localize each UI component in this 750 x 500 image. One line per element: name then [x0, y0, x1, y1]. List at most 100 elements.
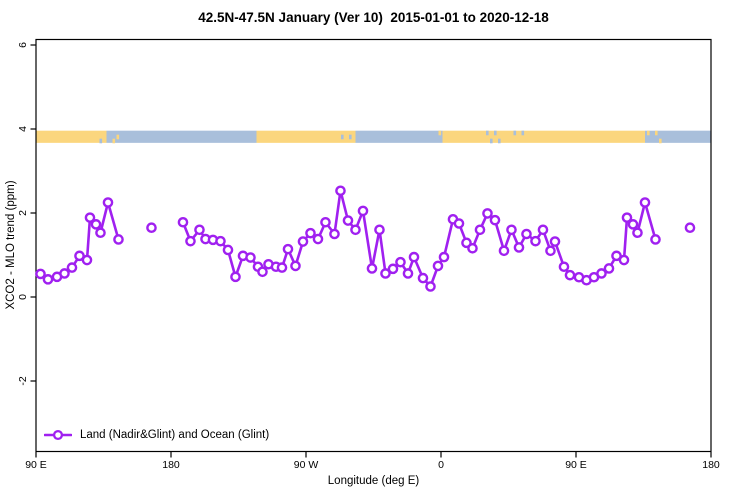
- data-point: [438, 251, 450, 263]
- data-point: [530, 235, 541, 247]
- data-point: [59, 268, 70, 279]
- surface-band-speckle: [521, 130, 525, 136]
- y-tick-label: 2: [17, 210, 29, 216]
- surface-band-speckle: [99, 138, 103, 144]
- data-point: [564, 269, 576, 281]
- surface-band-speckle: [341, 134, 344, 140]
- surface-band-speckle: [659, 138, 662, 144]
- data-point: [282, 243, 294, 255]
- data-line: [181, 189, 657, 288]
- data-point: [95, 227, 106, 239]
- data-point: [603, 263, 615, 274]
- surface-band-speckle: [486, 130, 489, 136]
- x-tick-label: 180: [702, 459, 720, 471]
- data-point: [35, 268, 46, 280]
- surface-band-ocean: [355, 130, 437, 143]
- surface-band-ocean: [127, 130, 257, 143]
- x-tick-label: 90 E: [25, 459, 47, 471]
- data-point: [177, 216, 189, 228]
- surface-band-ocean_speckled: [436, 130, 443, 143]
- data-point: [215, 235, 226, 247]
- data-point: [90, 219, 102, 230]
- data-point: [506, 224, 517, 236]
- data-point: [474, 224, 486, 236]
- data-line: [39, 201, 120, 281]
- surface-band-land_speckled: [97, 130, 107, 143]
- data-point: [387, 263, 399, 275]
- x-tick-label: 180: [162, 459, 180, 471]
- data-point: [335, 185, 346, 197]
- legend: Land (Nadir&Glint) and Ocean (Glint): [44, 429, 269, 441]
- data-point: [417, 272, 429, 284]
- data-point: [84, 212, 96, 223]
- data-point: [498, 245, 510, 257]
- data-point: [257, 266, 268, 278]
- data-point: [395, 256, 406, 268]
- y-tick-label: 6: [17, 42, 29, 48]
- data-point: [545, 245, 556, 257]
- x-tick-label: 90 E: [565, 459, 587, 471]
- surface-band-land_speckled: [339, 130, 356, 143]
- surface-band-land: [442, 130, 480, 143]
- data-point: [489, 214, 501, 226]
- data-point: [320, 216, 331, 228]
- data-point: [102, 197, 114, 208]
- surface-band-speckle: [490, 138, 493, 144]
- surface-band-speckle: [438, 130, 442, 136]
- surface-band-land: [256, 130, 339, 143]
- x-axis-label: Longitude (deg E): [327, 475, 420, 487]
- data-point: [596, 268, 607, 279]
- data-point: [222, 244, 234, 256]
- data-point: [632, 227, 643, 239]
- data-point: [245, 252, 256, 263]
- data-point: [366, 263, 378, 274]
- data-point: [482, 208, 493, 219]
- surface-band-ocean: [663, 130, 711, 143]
- data-point: [81, 254, 93, 266]
- surface-band-speckle: [513, 130, 517, 136]
- data-point: [453, 218, 465, 229]
- data-point: [402, 268, 414, 279]
- data-point: [611, 250, 622, 262]
- surface-band-speckle: [116, 134, 120, 140]
- data-point: [537, 224, 549, 236]
- surface-band-speckle: [498, 138, 501, 144]
- data-point: [425, 281, 436, 292]
- x-tick-label: 90 W: [294, 459, 319, 471]
- surface-band-speckle: [349, 134, 352, 140]
- legend-label: Land (Nadir&Glint) and Ocean (Glint): [80, 429, 270, 441]
- data-point: [374, 224, 385, 236]
- data-point: [513, 242, 525, 253]
- data-point: [342, 215, 354, 226]
- data-point: [290, 260, 301, 272]
- data-point: [380, 268, 391, 279]
- surface-band-speckle: [112, 138, 116, 144]
- y-tick-label: -2: [17, 376, 29, 385]
- data-point: [408, 251, 420, 263]
- surface-band-speckle: [655, 130, 658, 136]
- y-tick-label: 0: [17, 294, 29, 300]
- data-point: [627, 219, 639, 230]
- data-point: [467, 242, 478, 254]
- data-point: [618, 254, 630, 266]
- data-point: [74, 250, 85, 262]
- data-point: [297, 236, 309, 247]
- surface-band-land: [36, 130, 98, 143]
- data-point: [639, 197, 651, 208]
- data-point: [66, 262, 78, 273]
- data-point: [113, 234, 124, 245]
- data-point: [684, 222, 696, 233]
- data-point: [146, 222, 157, 233]
- x-tick-label: 0: [438, 459, 444, 471]
- data-point: [312, 233, 324, 245]
- data-point: [432, 260, 444, 272]
- surface-band-land: [505, 130, 512, 143]
- data-point: [621, 212, 633, 223]
- surface-band-land_speckled: [480, 130, 506, 143]
- surface-band-land: [525, 130, 645, 143]
- surface-band-speckle: [494, 130, 497, 136]
- data-point: [276, 262, 288, 273]
- data-point: [185, 235, 196, 247]
